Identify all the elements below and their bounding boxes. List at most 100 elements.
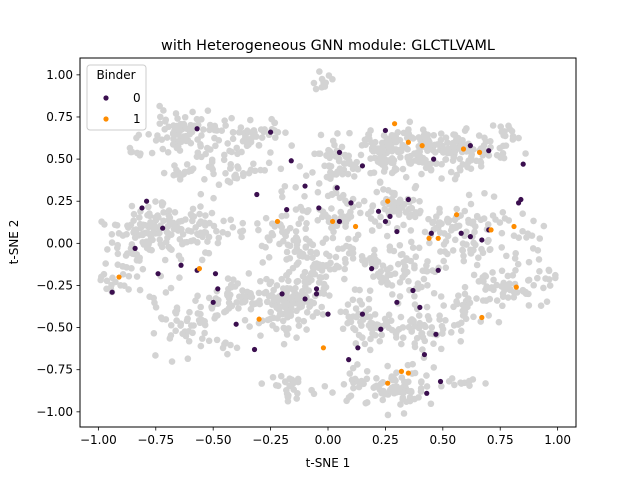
background-point xyxy=(367,208,375,215)
background-point xyxy=(278,193,286,201)
background-point xyxy=(444,215,451,223)
background-point xyxy=(307,248,314,256)
background-point xyxy=(310,299,318,307)
background-point xyxy=(160,217,167,225)
background-point xyxy=(489,122,497,129)
binder-0-point xyxy=(355,345,361,351)
background-point xyxy=(528,232,536,239)
background-point xyxy=(321,83,329,90)
background-point xyxy=(220,156,228,164)
background-point xyxy=(234,150,241,158)
background-point xyxy=(530,281,537,289)
background-point xyxy=(444,250,451,258)
background-point xyxy=(152,137,160,144)
background-point xyxy=(313,249,320,256)
binder-0-point xyxy=(394,299,400,305)
background-point xyxy=(509,272,517,279)
binder-0-point xyxy=(267,129,274,135)
background-point xyxy=(197,342,205,350)
background-point xyxy=(415,134,423,141)
background-point xyxy=(355,201,363,209)
background-point xyxy=(465,191,473,199)
background-point xyxy=(388,373,396,380)
background-point xyxy=(283,284,291,292)
background-point xyxy=(173,144,181,152)
background-point xyxy=(436,229,444,236)
background-point xyxy=(300,317,308,325)
background-point xyxy=(366,287,374,294)
background-point xyxy=(358,142,366,149)
background-point xyxy=(457,337,465,345)
background-point xyxy=(461,290,469,298)
background-point xyxy=(151,222,158,230)
background-point xyxy=(271,223,279,230)
background-point xyxy=(543,298,551,306)
background-point xyxy=(103,277,111,285)
background-point xyxy=(490,276,497,284)
background-point xyxy=(256,300,264,308)
background-point xyxy=(303,208,311,216)
binder-1-point xyxy=(460,146,467,152)
background-point xyxy=(168,231,175,239)
background-point xyxy=(534,274,541,282)
background-point xyxy=(136,151,144,159)
background-point xyxy=(515,134,522,142)
background-point xyxy=(265,159,273,167)
background-point xyxy=(254,220,261,227)
background-point xyxy=(170,171,177,179)
binder-0-point xyxy=(251,346,258,353)
background-point xyxy=(363,135,371,143)
background-point xyxy=(224,292,231,299)
background-point xyxy=(464,163,471,171)
background-point xyxy=(158,202,166,209)
background-point xyxy=(437,130,445,137)
background-point xyxy=(167,321,175,329)
background-point xyxy=(278,275,286,283)
binder-0-point xyxy=(210,299,216,305)
background-point xyxy=(465,158,472,166)
background-point xyxy=(160,169,168,177)
binder-1-point xyxy=(419,143,425,149)
background-point xyxy=(289,299,297,307)
background-point xyxy=(384,362,391,370)
background-point xyxy=(334,130,341,137)
y-tick-label: 0.25 xyxy=(46,194,73,208)
background-point xyxy=(476,157,484,165)
binder-0-point xyxy=(378,326,384,332)
background-point xyxy=(545,267,553,275)
background-point xyxy=(545,276,553,283)
background-point xyxy=(294,375,302,383)
background-point xyxy=(198,132,205,139)
y-axis-label: t-SNE 2 xyxy=(7,220,21,265)
background-point xyxy=(388,384,396,392)
background-point xyxy=(552,274,559,282)
background-point xyxy=(367,319,374,327)
background-point xyxy=(362,257,369,264)
background-point xyxy=(485,236,492,244)
background-point xyxy=(193,115,201,123)
background-point xyxy=(358,300,366,308)
background-point xyxy=(385,187,392,194)
background-point xyxy=(536,235,544,242)
background-point xyxy=(413,334,421,342)
background-point xyxy=(501,284,509,292)
binder-1-point xyxy=(320,345,327,351)
background-point xyxy=(468,146,475,154)
background-point xyxy=(393,369,400,376)
background-point xyxy=(472,241,479,249)
background-point xyxy=(172,327,179,335)
background-point xyxy=(335,263,342,271)
background-point xyxy=(363,367,371,375)
background-point xyxy=(500,132,507,139)
background-point xyxy=(394,260,402,268)
background-point xyxy=(262,214,270,222)
background-point xyxy=(282,378,289,386)
background-point xyxy=(385,311,393,319)
background-point xyxy=(136,286,144,294)
background-point xyxy=(192,224,199,231)
background-point xyxy=(489,212,497,219)
background-point xyxy=(241,316,249,324)
background-point xyxy=(408,158,415,166)
background-point xyxy=(453,222,460,230)
background-point xyxy=(165,207,173,214)
